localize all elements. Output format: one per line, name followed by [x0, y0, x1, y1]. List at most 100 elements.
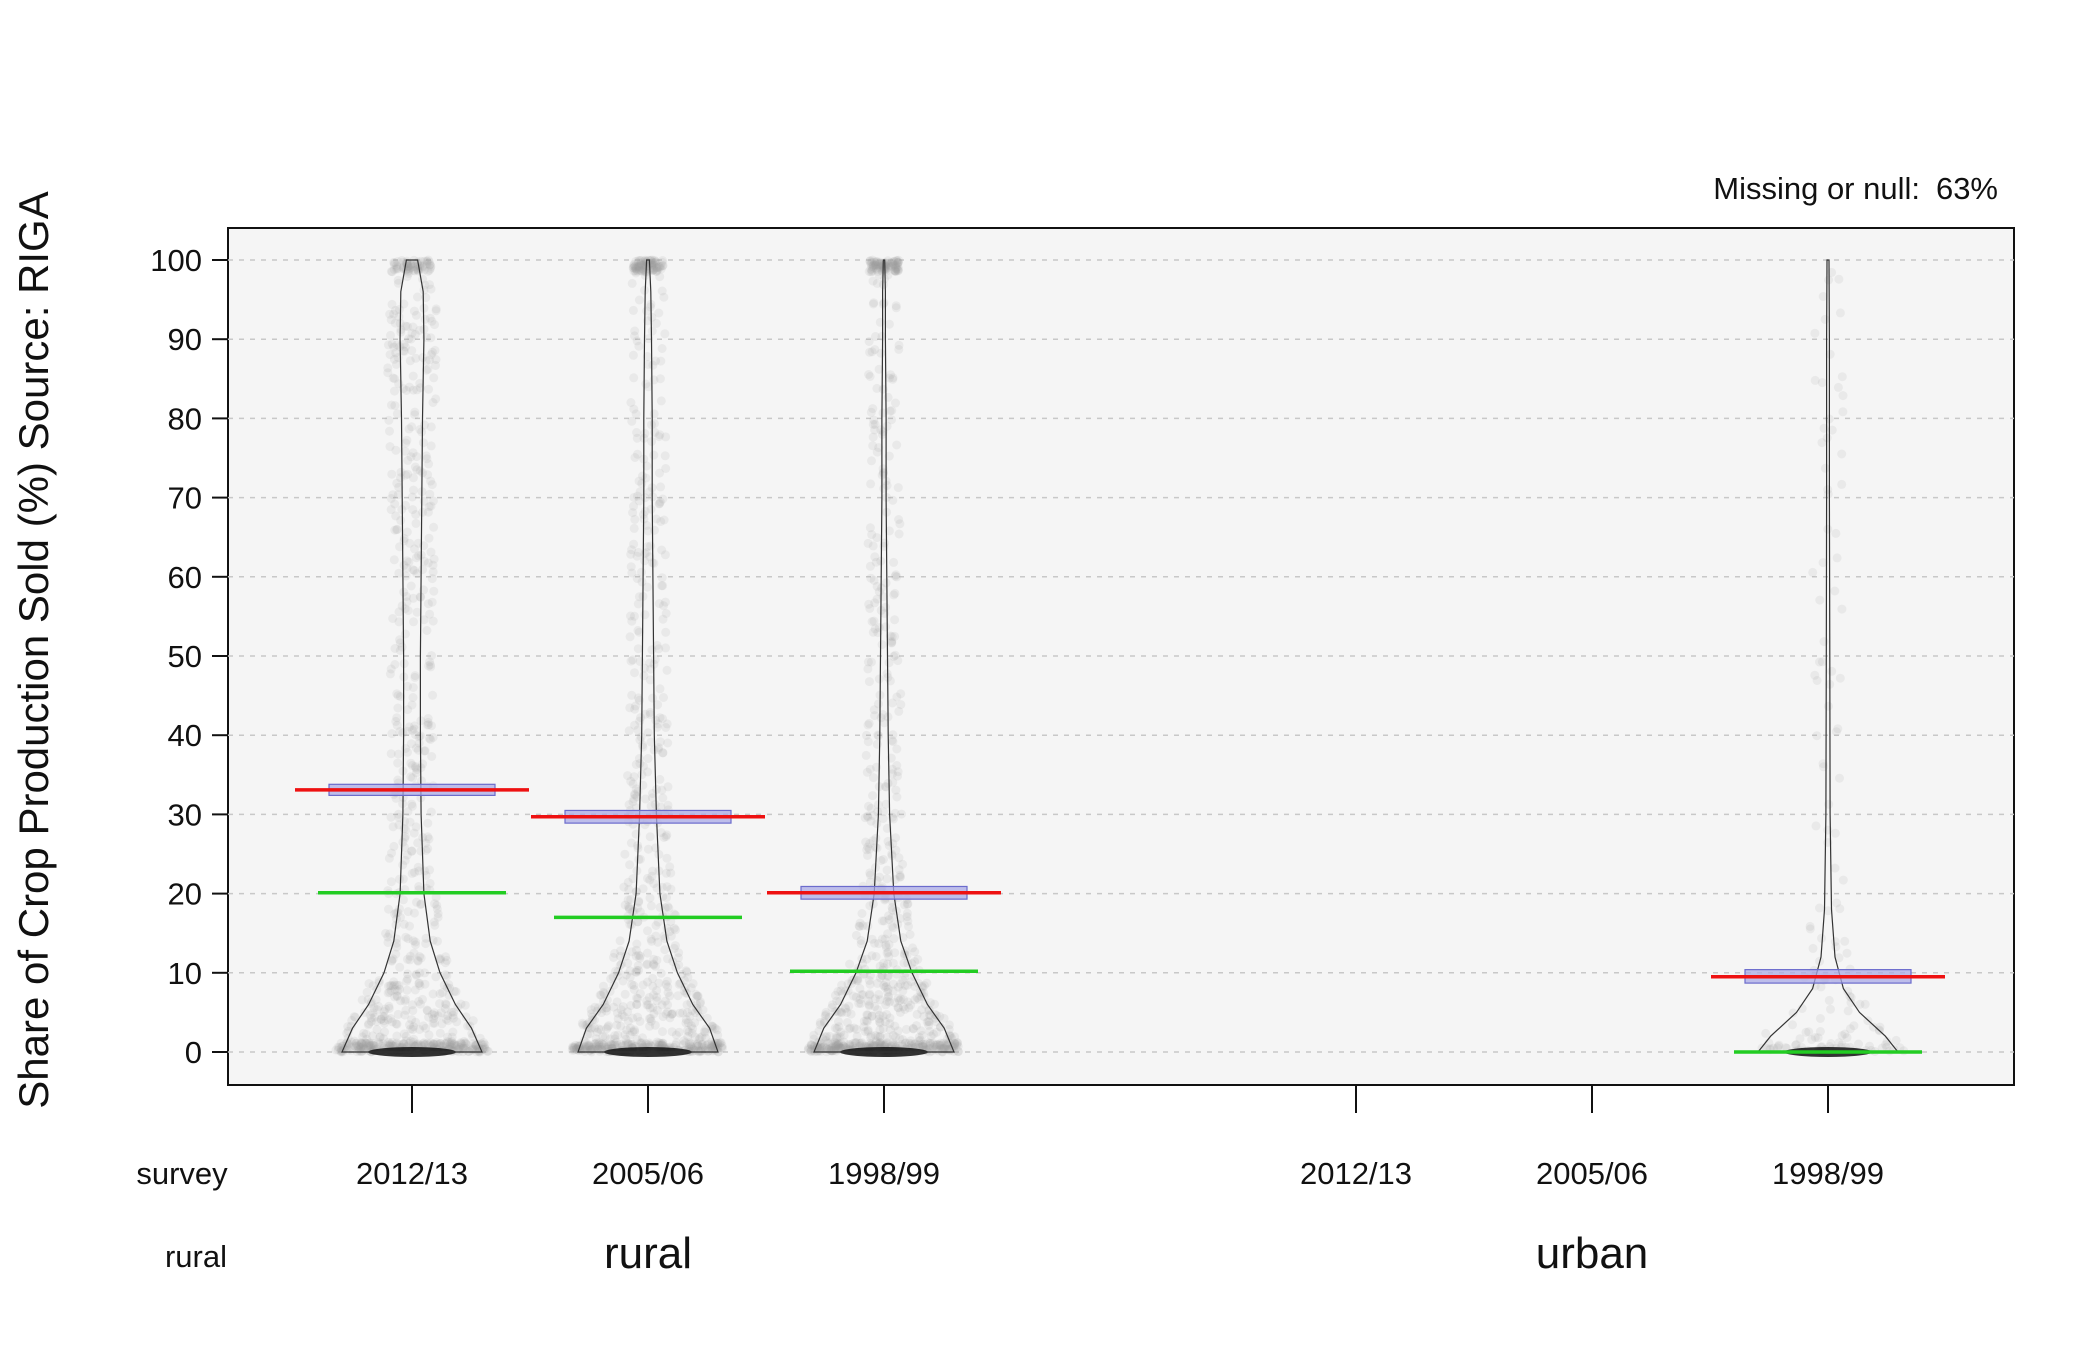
- data-point: [824, 1012, 834, 1022]
- data-point: [395, 727, 405, 736]
- y-tick-label: 70: [168, 481, 202, 516]
- data-point: [868, 299, 878, 309]
- data-point: [644, 334, 653, 344]
- data-point: [401, 932, 411, 942]
- data-point: [1837, 604, 1847, 614]
- data-point: [892, 440, 902, 450]
- data-point: [633, 644, 643, 654]
- data-point: [887, 638, 897, 647]
- data-point: [430, 920, 440, 930]
- data-point: [432, 904, 442, 914]
- data-point: [424, 661, 434, 671]
- data-point: [697, 1032, 707, 1042]
- data-point: [383, 988, 393, 998]
- data-point: [884, 658, 894, 668]
- data-point: [331, 1045, 341, 1055]
- data-point: [439, 1041, 449, 1051]
- data-point: [393, 986, 402, 996]
- data-point: [411, 768, 421, 778]
- data-point: [870, 425, 880, 435]
- data-point: [432, 1039, 442, 1049]
- data-point: [1842, 948, 1852, 958]
- data-point: [623, 895, 633, 905]
- data-point: [616, 1021, 626, 1031]
- data-point: [609, 952, 618, 962]
- data-point: [1835, 673, 1845, 683]
- data-point: [385, 309, 395, 319]
- data-point: [407, 346, 417, 356]
- data-point: [621, 970, 631, 980]
- data-point: [807, 1041, 817, 1050]
- data-point: [887, 769, 897, 779]
- data-point: [445, 983, 455, 993]
- data-point: [407, 700, 417, 710]
- data-point: [846, 1009, 856, 1019]
- data-point: [430, 320, 439, 330]
- data-point: [643, 542, 653, 552]
- data-point: [422, 454, 432, 464]
- data-point: [413, 1039, 423, 1049]
- data-point: [358, 1043, 368, 1053]
- data-point: [655, 430, 665, 440]
- data-point: [575, 1044, 585, 1054]
- data-point: [876, 348, 886, 358]
- data-point: [599, 987, 608, 997]
- data-point: [579, 1036, 589, 1046]
- data-point: [1830, 863, 1840, 873]
- data-point: [647, 437, 657, 446]
- data-point: [363, 1020, 373, 1030]
- data-point: [681, 1015, 691, 1025]
- data-point: [447, 1040, 457, 1050]
- data-point: [615, 936, 625, 946]
- data-point: [593, 1042, 603, 1052]
- data-point: [427, 480, 437, 490]
- data-point: [649, 409, 659, 419]
- data-point: [399, 587, 409, 597]
- data-point: [628, 305, 638, 315]
- data-point: [864, 677, 874, 687]
- data-point: [415, 378, 425, 388]
- data-point: [599, 989, 609, 999]
- data-point: [646, 664, 656, 674]
- data-point: [623, 1038, 633, 1048]
- data-point: [910, 995, 920, 1005]
- data-point: [391, 1019, 401, 1029]
- data-point: [628, 655, 638, 665]
- data-point: [443, 1032, 453, 1042]
- data-point: [1810, 670, 1820, 680]
- data-point: [407, 868, 417, 878]
- data-point: [627, 416, 637, 426]
- data-point: [634, 261, 644, 271]
- data-point: [452, 1041, 461, 1051]
- data-point: [449, 1040, 459, 1050]
- data-point: [433, 936, 442, 946]
- data-point: [863, 842, 873, 852]
- data-point: [864, 976, 874, 985]
- data-point: [403, 954, 412, 964]
- data-point: [637, 260, 647, 270]
- data-point: [882, 874, 892, 884]
- data-point: [364, 979, 374, 989]
- data-point: [683, 1026, 692, 1035]
- data-point: [398, 837, 408, 847]
- data-point: [427, 597, 437, 607]
- data-point: [448, 1027, 458, 1037]
- data-point: [887, 632, 897, 642]
- data-point: [442, 1037, 452, 1047]
- data-point: [628, 508, 638, 518]
- data-point: [1815, 595, 1825, 605]
- data-point: [626, 398, 636, 407]
- data-point: [870, 1031, 880, 1040]
- data-point: [385, 1039, 395, 1049]
- data-point: [1810, 328, 1820, 338]
- data-point: [635, 656, 645, 666]
- data-point: [415, 999, 425, 1009]
- data-point: [1843, 1006, 1853, 1016]
- data-point: [431, 355, 441, 364]
- data-point: [642, 1000, 652, 1010]
- data-point: [632, 993, 642, 1003]
- data-point: [651, 257, 661, 267]
- data-point: [401, 321, 411, 331]
- data-point: [386, 267, 396, 276]
- data-point: [655, 497, 665, 507]
